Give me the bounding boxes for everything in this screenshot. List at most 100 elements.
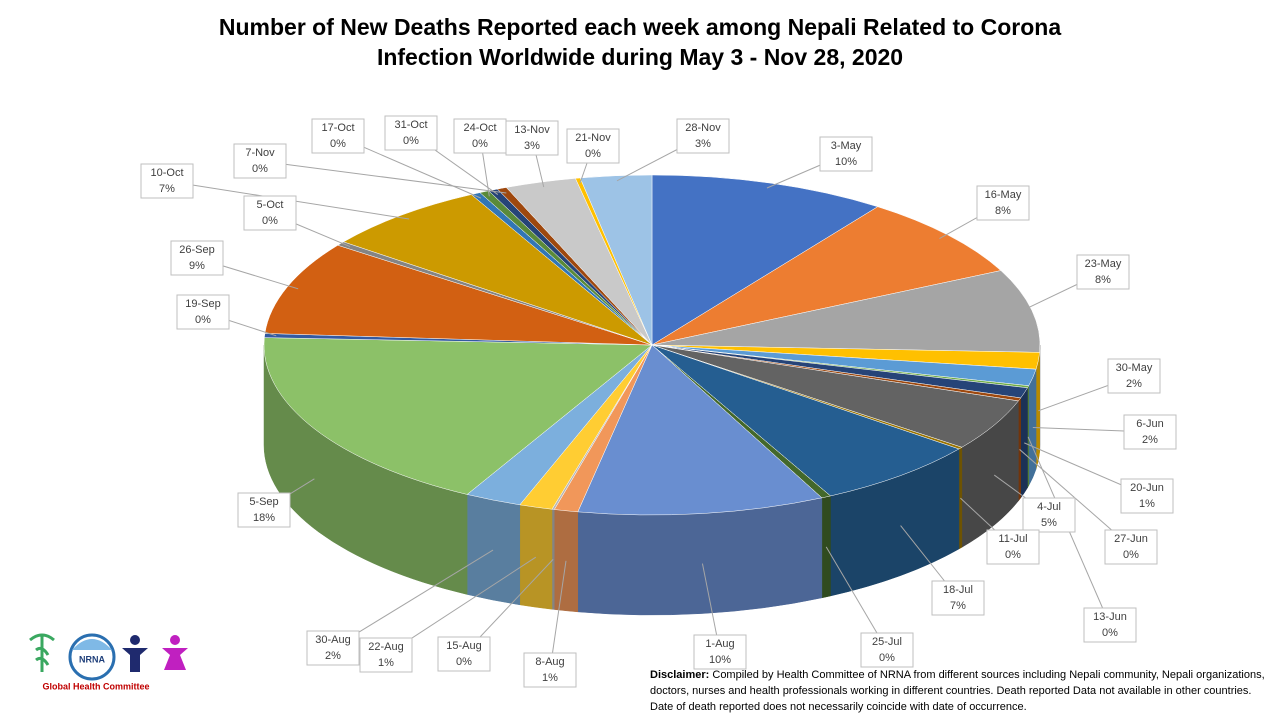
slice-label: 27-Jun: [1114, 533, 1148, 545]
slice-label: 8-Aug: [535, 656, 564, 668]
slice-label: 23-May: [1085, 258, 1122, 270]
slice-side: [466, 494, 521, 606]
label-box: [359, 637, 413, 673]
value-label: 3%: [524, 140, 540, 152]
slice: [651, 344, 960, 497]
slice-side: [577, 497, 823, 616]
value-label: 0%: [879, 652, 895, 664]
slice-label: 22-Aug: [368, 641, 403, 653]
value-label: 0%: [252, 163, 268, 175]
slice-side: [551, 508, 555, 610]
value-label: 2%: [1142, 434, 1158, 446]
leader-line: [259, 160, 507, 194]
slice-side: [1018, 397, 1021, 502]
slice-label: 5-Oct: [257, 199, 284, 211]
label-box: [1107, 358, 1161, 394]
slice-label: 28-Nov: [685, 122, 721, 134]
slice-label: 21-Nov: [575, 132, 611, 144]
label-box: [243, 195, 297, 231]
value-label: 10%: [835, 156, 857, 168]
logo-mark: NRNA: [79, 654, 105, 664]
label-box: [693, 634, 747, 670]
slice-label: 30-May: [1116, 362, 1153, 374]
label-box: [1123, 414, 1177, 450]
logo-mountain: [72, 639, 112, 650]
disclaimer: Disclaimer: Compiled by Health Committee…: [650, 667, 1265, 715]
value-label: 2%: [325, 650, 341, 662]
slice: [263, 337, 653, 495]
value-label: 5%: [1041, 517, 1057, 529]
value-label: 18%: [253, 512, 275, 524]
label-box: [306, 630, 360, 666]
slice-label: 30-Aug: [315, 634, 350, 646]
leader-line: [332, 549, 494, 649]
value-label: 0%: [456, 656, 472, 668]
label-box: [931, 580, 985, 616]
slice-label: 5-Sep: [249, 496, 278, 508]
slice-side: [821, 495, 831, 599]
slice-label: 15-Aug: [446, 640, 481, 652]
slice-side: [519, 504, 553, 610]
value-label: 0%: [195, 314, 211, 326]
slice: [651, 174, 879, 346]
label-box: [453, 118, 507, 154]
slice-label: 7-Nov: [245, 147, 275, 159]
slice: [651, 206, 1002, 346]
value-label: 7%: [159, 183, 175, 195]
slice: [579, 174, 653, 346]
slice: [342, 194, 653, 346]
slice-label: 25-Jul: [872, 636, 902, 648]
value-label: 0%: [330, 138, 346, 150]
label-box: [437, 636, 491, 672]
slice-label: 26-Sep: [179, 244, 214, 256]
value-label: 2%: [1126, 378, 1142, 390]
value-label: 0%: [1102, 627, 1118, 639]
label-box: [676, 118, 730, 154]
label-box: [986, 529, 1040, 565]
disclaimer-label: Disclaimer:: [650, 669, 710, 681]
label-box: [860, 632, 914, 668]
slice-label: 13-Jun: [1093, 611, 1127, 623]
slice-side: [958, 446, 963, 550]
value-label: 10%: [709, 654, 731, 666]
label-box: [523, 652, 577, 688]
label-box: [505, 120, 559, 156]
value-label: 8%: [995, 205, 1011, 217]
label-box: [1076, 254, 1130, 290]
label-box: [233, 143, 287, 179]
slice: [651, 270, 1041, 353]
value-label: 0%: [585, 148, 601, 160]
slice: [577, 344, 823, 516]
slice-label: 31-Oct: [394, 119, 427, 131]
slice-label: 19-Sep: [185, 298, 220, 310]
label-box: [566, 128, 620, 164]
slice-label: 17-Oct: [321, 122, 354, 134]
slice-side: [1020, 386, 1028, 499]
value-label: 9%: [189, 260, 205, 272]
value-label: 3%: [695, 138, 711, 150]
slice-side: [554, 509, 579, 613]
labels: 3-May 10% 16-May 8% 23-May 8% 30-May 2% 6-Jun 2% 1…: [140, 115, 1177, 688]
label-box: [1120, 478, 1174, 514]
label-box: [1083, 607, 1137, 643]
chart-title: Number of New Deaths Reported each week …: [218, 14, 1062, 70]
slice: [264, 244, 653, 346]
value-label: 0%: [1005, 549, 1021, 561]
logo-caption: Global Health Committee: [42, 681, 149, 691]
logo-figure: [170, 635, 180, 645]
label-box: [176, 294, 230, 330]
slice-label: 24-Oct: [463, 122, 496, 134]
slice-label: 10-Oct: [150, 167, 183, 179]
slice-label: 20-Jun: [1130, 482, 1164, 494]
pie-tops: [263, 174, 1041, 516]
logo-figure: [162, 648, 188, 670]
slice-label: 11-Jul: [998, 533, 1027, 545]
logo-figure: [130, 635, 140, 645]
slice-label: 4-Jul: [1037, 501, 1061, 513]
label-box: [311, 118, 365, 154]
value-label: 0%: [262, 215, 278, 227]
logo-figure: [122, 648, 148, 672]
slice-label: 6-Jun: [1136, 418, 1164, 430]
